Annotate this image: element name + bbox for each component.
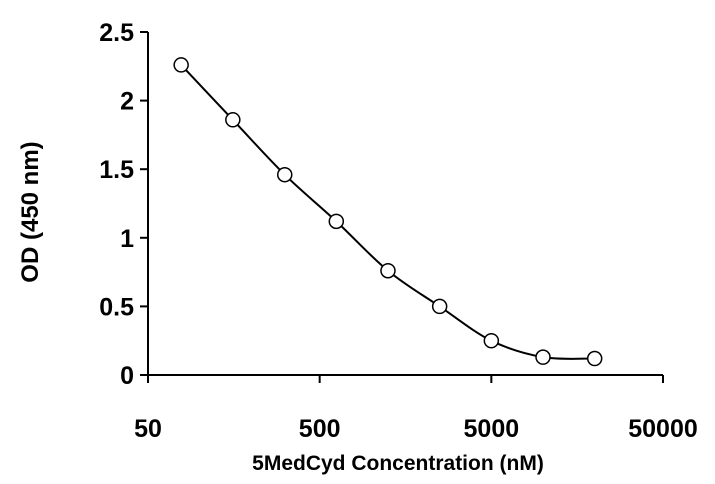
y-tick-label: 0 xyxy=(120,362,134,390)
data-point xyxy=(535,349,551,365)
data-point xyxy=(483,332,500,349)
data-points xyxy=(173,57,603,367)
y-tick-label: 2 xyxy=(120,88,134,116)
x-ticks: 50 500 5000 50000 xyxy=(134,375,698,443)
y-tick-label: 2.5 xyxy=(99,19,134,47)
data-point xyxy=(225,112,241,128)
data-point xyxy=(276,166,293,183)
x-tick-label: 500 xyxy=(299,415,341,443)
x-tick-label: 5000 xyxy=(464,415,520,443)
y-tick-label: 1 xyxy=(120,225,134,253)
series-line xyxy=(180,64,595,360)
x-tick-label: 50000 xyxy=(628,415,698,443)
data-point xyxy=(586,350,603,367)
x-tick-label: 50 xyxy=(134,415,162,443)
data-point xyxy=(328,213,345,230)
y-tick-label: 0.5 xyxy=(99,293,134,321)
y-ticks: 0 0.5 1 1.5 2 2.5 xyxy=(99,19,148,390)
data-point xyxy=(380,262,396,279)
axes xyxy=(147,32,663,376)
data-point xyxy=(173,57,189,73)
y-axis-title: OD (450 nm) xyxy=(17,141,44,282)
y-tick-label: 1.5 xyxy=(99,156,134,184)
x-axis-title: 5MedCyd Concentration (nM) xyxy=(252,452,544,475)
data-point xyxy=(431,298,448,315)
